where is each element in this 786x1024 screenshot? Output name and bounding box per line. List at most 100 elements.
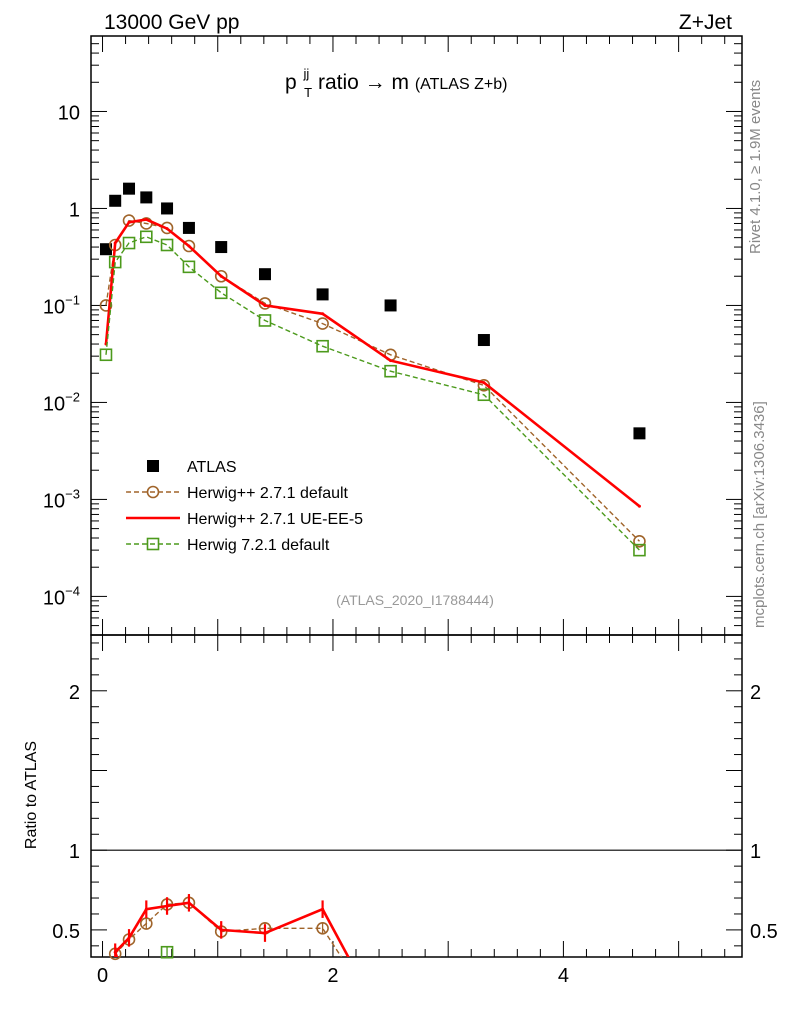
legend-label: ATLAS <box>187 459 237 476</box>
series-point-herwig-7-2-1-default <box>258 314 272 327</box>
series-point-herwig-2-7-1-ue-ee-5 <box>482 381 486 385</box>
x-tick-label: 0 <box>97 965 108 987</box>
legend-label: Herwig++ 2.7.1 UE-EE-5 <box>187 511 363 528</box>
series-point-atlas <box>316 288 329 301</box>
legend-label: Herwig++ 2.7.1 default <box>187 485 349 502</box>
series-point-herwig-2-7-1-ue-ee-5 <box>127 220 131 224</box>
ratio-line-herwig-2-7-1-ue-ee-5 <box>113 901 350 957</box>
ratio-point-herwig-2-7-1-default <box>140 917 153 930</box>
series-point-herwig-7-2-1-default <box>384 364 397 378</box>
series-point-atlas <box>109 194 122 207</box>
rivet-side-label: Rivet 4.1.0, ≥ 1.9M events <box>747 80 764 254</box>
y-tick-exp: −4 <box>65 583 80 598</box>
series-point-herwig-7-2-1-default <box>99 348 113 362</box>
y-tick-label: 10−3 <box>43 486 80 512</box>
y-tick-base: 10 <box>43 393 65 415</box>
y-tick-exp: −3 <box>65 486 80 501</box>
series-point-atlas <box>215 241 228 254</box>
series-point-herwig-2-7-1-default <box>214 269 228 283</box>
legend-label: Herwig 7.2.1 default <box>187 537 330 554</box>
ratio-tick-label-right: 2 <box>750 682 761 704</box>
ratio-point-herwig-2-7-1-ue-ee-5 <box>144 907 148 911</box>
series-point-herwig-7-2-1-default <box>633 543 646 557</box>
ratio-plot-frame <box>90 634 743 958</box>
title-sup: jj <box>303 66 310 81</box>
ratio-point-herwig-7-2-1-default <box>160 945 174 959</box>
series-point-herwig-2-7-1-ue-ee-5 <box>113 241 117 245</box>
series-point-atlas <box>384 299 397 312</box>
ratio-point-herwig-2-7-1-default <box>316 922 329 935</box>
series-point-herwig-2-7-1-default <box>160 221 174 235</box>
ratio-ylabel: Ratio to ATLAS <box>23 741 40 849</box>
ratio-point-herwig-2-7-1-ue-ee-5 <box>165 904 169 908</box>
y-tick-label: 10−2 <box>43 389 80 415</box>
series-line-herwig-2-7-1-ue-ee-5 <box>104 218 641 508</box>
ratio-point-herwig-2-7-1-ue-ee-5 <box>263 931 267 935</box>
title-p: p <box>285 71 297 94</box>
series-point-herwig-2-7-1-default <box>258 297 272 310</box>
y-tick-base: 10 <box>43 587 65 609</box>
series-line-herwig-7-2-1-default <box>105 236 640 551</box>
series-point-herwig-2-7-1-default <box>182 239 196 253</box>
series-point-herwig-7-2-1-default <box>122 236 136 250</box>
y-tick-label: 10 <box>58 102 80 124</box>
plot-frames <box>90 35 743 958</box>
series-point-herwig-2-7-1-default <box>633 534 646 548</box>
legend: ATLAS Herwig++ 2.7.1 default Herwig++ 2.7.… <box>126 459 363 554</box>
series-point-herwig-7-2-1-default <box>160 238 174 252</box>
series-layer <box>99 182 646 557</box>
y-tick-exp: −2 <box>65 389 80 404</box>
ratio-tick-label-left: 0.5 <box>52 921 80 943</box>
series-point-herwig-2-7-1-ue-ee-5 <box>389 359 393 363</box>
series-point-herwig-7-2-1-default <box>182 260 196 274</box>
series-point-herwig-2-7-1-ue-ee-5 <box>165 227 169 231</box>
y-tick-label: 10−1 <box>43 292 80 318</box>
series-point-herwig-7-2-1-default <box>214 286 228 300</box>
y-tick-base: 10 <box>43 490 65 512</box>
chart-title: p jj T ratio → m (ATLAS Z+b) <box>285 60 507 102</box>
title-small: (ATLAS Z+b) <box>415 76 508 93</box>
series-point-herwig-2-7-1-default <box>316 317 329 330</box>
legend-marker <box>146 485 160 499</box>
x-tick-label: 4 <box>558 965 569 987</box>
ratio-point-herwig-2-7-1-ue-ee-5 <box>187 901 191 905</box>
ratio-point-herwig-2-7-1-ue-ee-5 <box>321 907 325 911</box>
y-tick-base: 1 <box>69 199 80 221</box>
process-label: Z+Jet <box>679 11 732 34</box>
series-point-herwig-7-2-1-default <box>316 339 329 353</box>
legend-marker-atlas <box>147 460 159 472</box>
ratio-point-herwig-2-7-1-ue-ee-5 <box>219 928 223 932</box>
series-point-atlas <box>123 182 136 195</box>
series-point-herwig-2-7-1-ue-ee-5 <box>219 274 223 278</box>
y-tick-label: 1 <box>69 199 80 221</box>
ratio-layer <box>108 894 350 961</box>
series-point-herwig-7-2-1-default <box>140 230 153 244</box>
series-point-atlas <box>633 427 646 440</box>
y-tick-label: 10−4 <box>43 583 80 609</box>
series-point-atlas <box>161 202 174 215</box>
y-tick-base: 10 <box>43 296 65 318</box>
series-point-herwig-2-7-1-ue-ee-5 <box>144 217 148 221</box>
analysis-watermark: (ATLAS_2020_I1788444) <box>336 592 494 608</box>
series-point-herwig-7-2-1-default <box>477 388 491 402</box>
series-point-herwig-2-7-1-ue-ee-5 <box>187 244 191 248</box>
y-tick-exp: −1 <box>65 292 80 307</box>
ratio-tick-label-right: 1 <box>750 841 761 863</box>
legend-marker <box>146 537 160 551</box>
y-tick-base: 10 <box>58 102 80 124</box>
ratio-tick-label-left: 2 <box>69 682 80 704</box>
series-point-atlas <box>140 191 153 204</box>
series-point-herwig-2-7-1-ue-ee-5 <box>263 303 267 307</box>
series-point-atlas <box>182 221 195 234</box>
ratio-point-herwig-2-7-1-ue-ee-5 <box>113 950 117 954</box>
series-point-atlas <box>477 334 490 347</box>
ratio-line-herwig-2-7-1-default <box>114 902 343 957</box>
series-point-atlas <box>258 268 271 281</box>
series-point-herwig-2-7-1-ue-ee-5 <box>321 312 325 316</box>
series-point-atlas <box>99 243 112 256</box>
ratio-point-herwig-2-7-1-ue-ee-5 <box>127 936 131 940</box>
series-point-herwig-7-2-1-default <box>108 255 122 269</box>
title-sub: T <box>304 85 312 100</box>
